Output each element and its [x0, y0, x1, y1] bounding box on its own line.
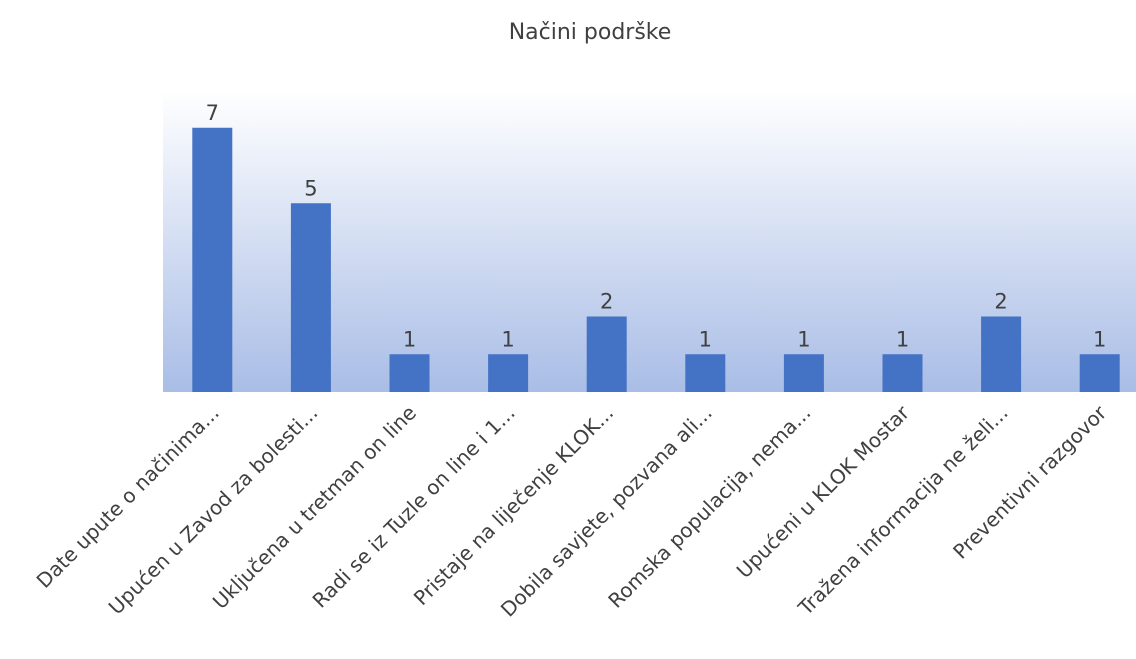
bar	[389, 354, 430, 392]
data-label: 1	[797, 327, 810, 351]
chart-title: Načini podrške	[509, 20, 672, 45]
data-label: 1	[403, 327, 416, 351]
data-label: 2	[600, 290, 613, 314]
x-tick-label: Dobila savjete, pozvana ali...	[496, 401, 717, 622]
bar	[290, 203, 331, 392]
data-label: 1	[896, 327, 909, 351]
x-tick-label: Upućeni u KLOK Mostar	[732, 400, 915, 583]
x-tick-label: Radi se iz Tuzle on line i 1...	[308, 401, 520, 613]
data-label: 7	[206, 101, 219, 125]
x-tick-label: Date upute o načinima...	[32, 401, 224, 593]
data-label: 2	[994, 290, 1007, 314]
x-tick-label: Pristaje na liječenje KLOK...	[409, 401, 618, 610]
bar	[685, 354, 726, 392]
bar	[586, 316, 627, 392]
x-tick-label: Uključena u tretman on line	[208, 401, 421, 614]
bar	[783, 354, 824, 392]
bar	[981, 316, 1022, 392]
bar	[192, 127, 233, 392]
bar	[882, 354, 923, 392]
data-label: 5	[304, 176, 317, 200]
bar	[488, 354, 529, 392]
x-tick-label: Tražena informacija ne želi...	[793, 401, 1013, 621]
x-tick-label: Upućen u Zavod za bolesti...	[104, 401, 323, 620]
data-label: 1	[501, 327, 514, 351]
data-label: 1	[1093, 327, 1106, 351]
bar	[1079, 354, 1120, 392]
data-label: 1	[699, 327, 712, 351]
x-tick-label: Romska populacija, nema...	[603, 401, 815, 613]
